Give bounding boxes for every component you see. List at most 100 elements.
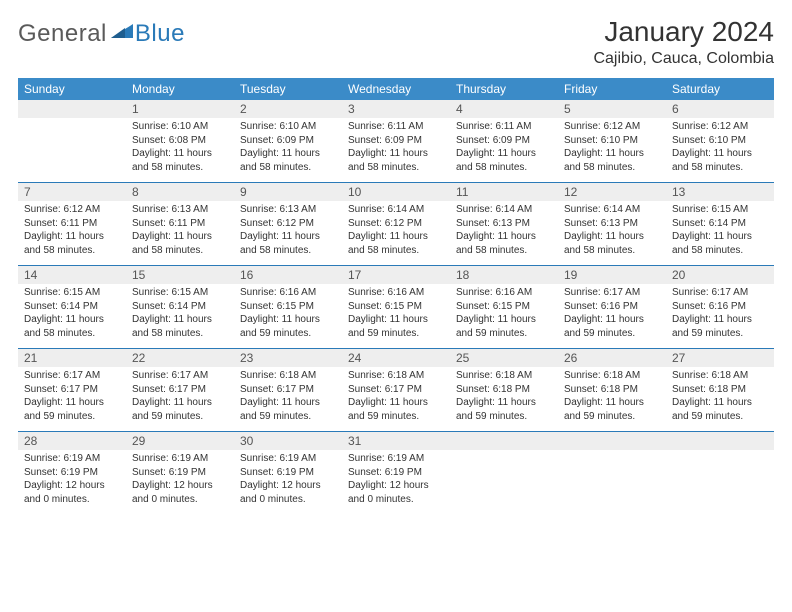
detail-cell: Sunrise: 6:11 AMSunset: 6:09 PMDaylight:… xyxy=(342,118,450,183)
daylight-text-1: Daylight: 11 hours xyxy=(348,147,444,161)
sunrise-text: Sunrise: 6:18 AM xyxy=(672,369,768,383)
sunset-text: Sunset: 6:17 PM xyxy=(132,383,228,397)
sunrise-text: Sunrise: 6:12 AM xyxy=(24,203,120,217)
detail-cell: Sunrise: 6:13 AMSunset: 6:12 PMDaylight:… xyxy=(234,201,342,266)
daylight-text-2: and 58 minutes. xyxy=(132,327,228,341)
daylight-text-2: and 59 minutes. xyxy=(132,410,228,424)
daynum-cell: 5 xyxy=(558,100,666,118)
detail-cell: Sunrise: 6:15 AMSunset: 6:14 PMDaylight:… xyxy=(666,201,774,266)
daylight-text-2: and 59 minutes. xyxy=(24,410,120,424)
daylight-text-1: Daylight: 11 hours xyxy=(564,313,660,327)
daylight-text-1: Daylight: 12 hours xyxy=(24,479,120,493)
daylight-text-2: and 0 minutes. xyxy=(240,493,336,507)
daynum-row: 14151617181920 xyxy=(18,266,774,285)
daynum-cell: 26 xyxy=(558,349,666,368)
dow-cell: Monday xyxy=(126,78,234,100)
detail-cell: Sunrise: 6:17 AMSunset: 6:17 PMDaylight:… xyxy=(18,367,126,432)
sunrise-text: Sunrise: 6:14 AM xyxy=(564,203,660,217)
detail-cell xyxy=(18,118,126,183)
sunset-text: Sunset: 6:17 PM xyxy=(240,383,336,397)
daylight-text-2: and 58 minutes. xyxy=(240,161,336,175)
daylight-text-1: Daylight: 11 hours xyxy=(456,230,552,244)
sunrise-text: Sunrise: 6:12 AM xyxy=(564,120,660,134)
daynum-cell: 7 xyxy=(18,183,126,202)
sunrise-text: Sunrise: 6:19 AM xyxy=(348,452,444,466)
title-block: January 2024 Cajibio, Cauca, Colombia xyxy=(593,16,774,68)
detail-cell: Sunrise: 6:19 AMSunset: 6:19 PMDaylight:… xyxy=(18,450,126,514)
dow-row: SundayMondayTuesdayWednesdayThursdayFrid… xyxy=(18,78,774,100)
daylight-text-2: and 59 minutes. xyxy=(564,410,660,424)
sunrise-text: Sunrise: 6:17 AM xyxy=(672,286,768,300)
daynum-cell: 22 xyxy=(126,349,234,368)
detail-cell: Sunrise: 6:15 AMSunset: 6:14 PMDaylight:… xyxy=(18,284,126,349)
detail-cell: Sunrise: 6:18 AMSunset: 6:18 PMDaylight:… xyxy=(558,367,666,432)
daylight-text-1: Daylight: 11 hours xyxy=(132,396,228,410)
daylight-text-1: Daylight: 11 hours xyxy=(24,313,120,327)
daynum-cell: 28 xyxy=(18,432,126,451)
daynum-cell: 31 xyxy=(342,432,450,451)
detail-cell: Sunrise: 6:17 AMSunset: 6:16 PMDaylight:… xyxy=(666,284,774,349)
sunrise-text: Sunrise: 6:17 AM xyxy=(564,286,660,300)
sunset-text: Sunset: 6:15 PM xyxy=(348,300,444,314)
sunrise-text: Sunrise: 6:19 AM xyxy=(132,452,228,466)
sunrise-text: Sunrise: 6:10 AM xyxy=(132,120,228,134)
daylight-text-1: Daylight: 11 hours xyxy=(672,230,768,244)
daynum-cell: 11 xyxy=(450,183,558,202)
detail-cell: Sunrise: 6:18 AMSunset: 6:17 PMDaylight:… xyxy=(234,367,342,432)
detail-cell: Sunrise: 6:12 AMSunset: 6:10 PMDaylight:… xyxy=(558,118,666,183)
daylight-text-1: Daylight: 11 hours xyxy=(240,230,336,244)
calendar-table: SundayMondayTuesdayWednesdayThursdayFrid… xyxy=(18,78,774,514)
sunset-text: Sunset: 6:15 PM xyxy=(456,300,552,314)
sunset-text: Sunset: 6:10 PM xyxy=(564,134,660,148)
daylight-text-2: and 58 minutes. xyxy=(564,244,660,258)
daylight-text-2: and 58 minutes. xyxy=(672,161,768,175)
sunset-text: Sunset: 6:10 PM xyxy=(672,134,768,148)
daynum-cell: 3 xyxy=(342,100,450,118)
daynum-cell: 18 xyxy=(450,266,558,285)
sunset-text: Sunset: 6:18 PM xyxy=(672,383,768,397)
dow-cell: Tuesday xyxy=(234,78,342,100)
logo-mark-icon xyxy=(111,20,133,45)
daylight-text-2: and 59 minutes. xyxy=(348,410,444,424)
daylight-text-1: Daylight: 11 hours xyxy=(348,313,444,327)
daynum-cell: 23 xyxy=(234,349,342,368)
dow-cell: Saturday xyxy=(666,78,774,100)
sunrise-text: Sunrise: 6:18 AM xyxy=(348,369,444,383)
sunset-text: Sunset: 6:12 PM xyxy=(348,217,444,231)
sunset-text: Sunset: 6:09 PM xyxy=(240,134,336,148)
daynum-cell: 20 xyxy=(666,266,774,285)
sunset-text: Sunset: 6:14 PM xyxy=(132,300,228,314)
daynum-cell: 4 xyxy=(450,100,558,118)
sunset-text: Sunset: 6:13 PM xyxy=(456,217,552,231)
sunset-text: Sunset: 6:13 PM xyxy=(564,217,660,231)
detail-cell: Sunrise: 6:12 AMSunset: 6:10 PMDaylight:… xyxy=(666,118,774,183)
daynum-cell: 19 xyxy=(558,266,666,285)
sunrise-text: Sunrise: 6:14 AM xyxy=(348,203,444,217)
detail-row: Sunrise: 6:15 AMSunset: 6:14 PMDaylight:… xyxy=(18,284,774,349)
daynum-cell: 16 xyxy=(234,266,342,285)
daylight-text-1: Daylight: 11 hours xyxy=(24,396,120,410)
daynum-row: 123456 xyxy=(18,100,774,118)
sunrise-text: Sunrise: 6:19 AM xyxy=(24,452,120,466)
detail-row: Sunrise: 6:19 AMSunset: 6:19 PMDaylight:… xyxy=(18,450,774,514)
location: Cajibio, Cauca, Colombia xyxy=(593,50,774,68)
detail-row: Sunrise: 6:12 AMSunset: 6:11 PMDaylight:… xyxy=(18,201,774,266)
daylight-text-2: and 0 minutes. xyxy=(348,493,444,507)
logo-text-general: General xyxy=(18,20,107,48)
daylight-text-2: and 58 minutes. xyxy=(132,161,228,175)
daynum-cell: 2 xyxy=(234,100,342,118)
detail-cell xyxy=(450,450,558,514)
daylight-text-2: and 59 minutes. xyxy=(456,327,552,341)
sunrise-text: Sunrise: 6:16 AM xyxy=(240,286,336,300)
detail-cell: Sunrise: 6:13 AMSunset: 6:11 PMDaylight:… xyxy=(126,201,234,266)
sunrise-text: Sunrise: 6:11 AM xyxy=(348,120,444,134)
daylight-text-2: and 0 minutes. xyxy=(132,493,228,507)
daylight-text-2: and 59 minutes. xyxy=(456,410,552,424)
sunrise-text: Sunrise: 6:18 AM xyxy=(240,369,336,383)
daynum-cell xyxy=(558,432,666,451)
sunset-text: Sunset: 6:19 PM xyxy=(348,466,444,480)
sunset-text: Sunset: 6:14 PM xyxy=(672,217,768,231)
daylight-text-1: Daylight: 12 hours xyxy=(240,479,336,493)
detail-cell: Sunrise: 6:12 AMSunset: 6:11 PMDaylight:… xyxy=(18,201,126,266)
daynum-cell: 14 xyxy=(18,266,126,285)
